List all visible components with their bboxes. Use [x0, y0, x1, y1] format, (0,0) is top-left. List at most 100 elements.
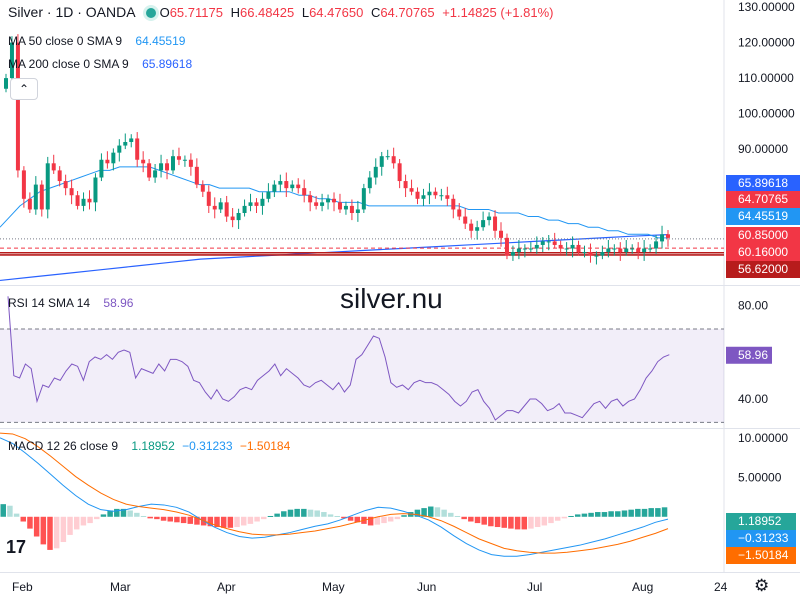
macd-signal-line [0, 432, 669, 554]
candle-body [499, 230, 504, 238]
macd-histogram-bar [521, 516, 528, 530]
low-value: 64.47650 [309, 5, 364, 20]
candle-body [302, 188, 307, 196]
candle-body [510, 252, 515, 256]
candle-body [439, 195, 444, 197]
time-tick-label: Jul [527, 580, 542, 594]
ma50-legend[interactable]: MA 50 close 0 SMA 9 64.45519 [8, 34, 189, 48]
time-tick-label: Aug [632, 580, 653, 594]
macd-tick-label: 5.00000 [738, 470, 782, 484]
tradingview-logo: 17 [6, 537, 38, 565]
macd-histogram-bar [568, 515, 574, 517]
candle-body [421, 195, 426, 199]
macd-histogram-bar [180, 516, 187, 524]
macd-histogram-bar [615, 511, 621, 517]
candle-body [75, 195, 80, 206]
candle-body [105, 159, 110, 164]
candle-body [612, 248, 617, 250]
candle-body [224, 202, 229, 217]
macd-tick-label: 10.00000 [738, 431, 788, 445]
candle-body [469, 223, 474, 231]
macd-histogram-bar [100, 514, 107, 517]
macd-histogram-bar [574, 514, 581, 517]
ma200-legend[interactable]: MA 200 close 0 SMA 9 65.89618 [8, 57, 196, 71]
close-value: 64.70765 [380, 5, 435, 20]
chevron-up-icon: ⌃ [18, 82, 30, 96]
macd-histogram-bar [247, 516, 254, 524]
rsi-value: 58.96 [103, 296, 134, 310]
gear-icon[interactable]: ⚙ [754, 576, 770, 595]
macd-histogram-bar [94, 516, 100, 520]
candle-body [504, 237, 509, 256]
macd-legend[interactable]: MACD 12 26 close 9 1.18952 −0.31233 −1.5… [8, 439, 294, 453]
macd-signal-value: −0.31233 [182, 439, 233, 453]
candle-body [272, 184, 277, 192]
candle-body [463, 216, 468, 224]
candle-body [296, 184, 301, 189]
macd-value-tag: −1.50184 [738, 548, 789, 562]
macd-histogram-bar [321, 512, 327, 517]
macd-histogram-bar [548, 516, 554, 524]
candle-body [534, 244, 539, 249]
macd-histogram-bar [33, 516, 40, 537]
rsi-legend[interactable]: RSI 14 SMA 14 58.96 [8, 296, 137, 310]
symbol-title[interactable]: Silver · 1D · OANDA [8, 4, 136, 20]
macd-histogram-bar [107, 510, 113, 517]
candle-body [129, 138, 134, 142]
macd-histogram-bar [595, 512, 601, 517]
candle-body [540, 241, 545, 245]
candle-body [200, 184, 205, 192]
candle-body [212, 205, 217, 210]
candle-body [385, 156, 390, 158]
macd-histogram-bar [20, 516, 27, 522]
candle-body [9, 42, 14, 79]
high-value: 66.48425 [239, 5, 295, 20]
candle-body [63, 181, 68, 189]
macd-histogram-bar [661, 507, 668, 517]
macd-histogram-bar [588, 512, 594, 517]
macd-histogram-bar [554, 516, 561, 521]
macd-histogram-bar [127, 510, 133, 517]
candle-body [397, 163, 402, 182]
rsi-band [0, 329, 724, 423]
macd-histogram-bar [220, 516, 227, 528]
macd-histogram-bar [601, 512, 608, 517]
candle-body [93, 177, 98, 203]
macd-value-box [726, 513, 796, 530]
time-tick-label: 24 [714, 580, 728, 594]
candle-body [576, 244, 581, 253]
price-label-text: 60.85000 [738, 228, 788, 242]
candle-body [266, 191, 271, 199]
candle-body [457, 209, 462, 217]
macd-histogram-bar [468, 516, 474, 522]
rsi-value-tag: 58.96 [738, 348, 768, 362]
candle-body [320, 202, 325, 206]
macd-histogram-bar [534, 516, 541, 528]
candle-body [254, 202, 259, 206]
candle-body [4, 78, 8, 89]
candle-body [21, 170, 26, 199]
candle-body [153, 170, 158, 178]
macd-histogram-bar [53, 516, 60, 549]
candle-body [570, 244, 575, 249]
macd-histogram-bar [67, 516, 73, 535]
candle-body [290, 184, 295, 189]
macd-histogram-bar [648, 508, 654, 517]
candle-body [218, 202, 223, 210]
macd-histogram-bar [240, 516, 247, 526]
macd-histogram-bar [401, 515, 407, 517]
candle-body [618, 248, 623, 253]
time-tick-label: May [322, 580, 345, 594]
macd-histogram-bar [381, 516, 387, 524]
ma200-label: MA 200 close 0 SMA 9 [8, 57, 129, 71]
candle-body [57, 170, 62, 182]
candle-body [391, 156, 396, 164]
macd-histogram-bar [167, 516, 173, 522]
macd-histogram-bar [47, 516, 53, 550]
macd-value: 1.18952 [131, 439, 175, 453]
collapse-legend-button[interactable]: ⌃ [10, 78, 38, 100]
macd-histogram-bar [421, 508, 427, 517]
candle-body [69, 188, 74, 196]
candle-body [355, 209, 360, 213]
